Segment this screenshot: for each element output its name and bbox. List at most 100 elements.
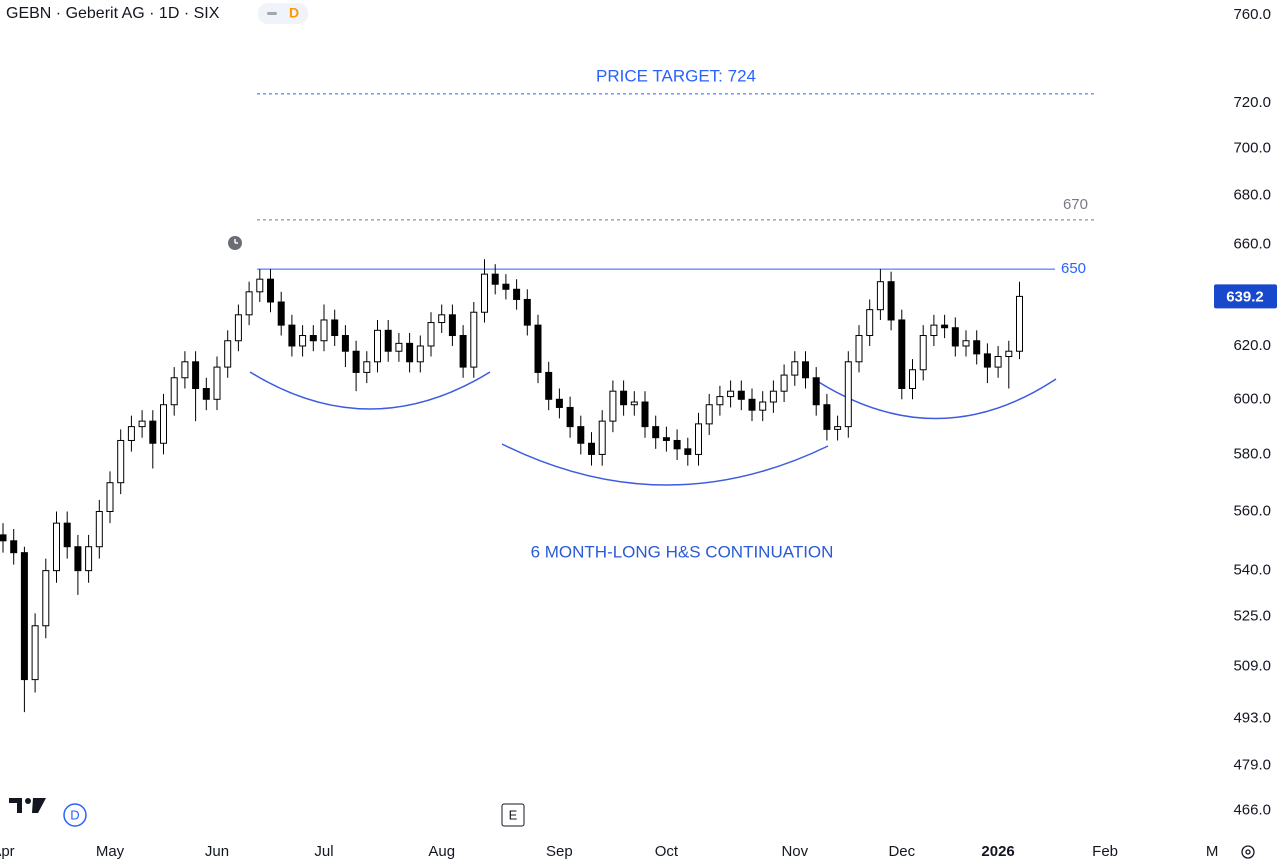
candle-body	[245, 291, 253, 316]
candle-body	[459, 335, 467, 368]
y-tick-label: 479.0	[1233, 757, 1271, 774]
candle-body	[769, 390, 777, 403]
tv-logo	[9, 798, 46, 813]
level-label: 670	[1063, 196, 1088, 213]
x-tick-label: M	[1206, 843, 1219, 860]
candle-body	[363, 361, 371, 373]
candle-body	[502, 283, 510, 290]
y-tick-label: 466.0	[1233, 801, 1271, 818]
event-marker-box	[501, 803, 525, 827]
x-tick-label: Dec	[888, 843, 915, 860]
candle-body	[951, 327, 959, 347]
candle-body	[919, 335, 927, 371]
candle-body	[684, 448, 692, 455]
candle-body	[299, 335, 307, 347]
settings-icon[interactable]	[1241, 845, 1255, 859]
candle-body	[545, 371, 553, 400]
candle-body	[513, 288, 521, 300]
head-arc	[501, 443, 829, 486]
candle-body	[374, 329, 381, 363]
candle-body	[802, 361, 809, 379]
candle-body	[406, 342, 414, 363]
x-tick-label: Sep	[546, 843, 573, 860]
candle-body	[577, 426, 585, 444]
candle-body	[598, 420, 606, 455]
candle-body	[652, 426, 660, 439]
x-tick-label: Nov	[781, 843, 808, 860]
y-tick-label: 760.0	[1233, 6, 1271, 23]
candle-body	[63, 522, 71, 548]
candle-body	[117, 439, 125, 484]
x-tick-label: Jul	[314, 843, 333, 860]
candle-body	[85, 546, 93, 572]
candle-body	[523, 298, 531, 326]
candle-body	[909, 369, 916, 389]
candle-body	[1016, 295, 1023, 352]
y-tick-label: 700.0	[1233, 140, 1271, 157]
candle-body	[898, 319, 906, 389]
candle-body	[780, 374, 788, 392]
interval-badge: D	[289, 5, 299, 21]
level-label: PRICE TARGET: 724	[596, 66, 756, 85]
x-tick-label: Apr	[0, 843, 15, 860]
candle-body	[588, 442, 595, 455]
y-tick-label: 720.0	[1233, 94, 1271, 111]
candle-body	[256, 278, 264, 293]
y-tick-label: 525.0	[1233, 607, 1271, 624]
candle-body	[727, 390, 735, 398]
candle-body	[994, 356, 1002, 368]
candle-body	[481, 273, 488, 313]
candle-body	[42, 570, 50, 627]
candle-body	[288, 324, 296, 347]
candle-body	[630, 401, 638, 406]
candle-body	[384, 329, 392, 352]
candle-body	[791, 361, 799, 376]
candle-body	[737, 390, 745, 400]
alarm-icon	[228, 236, 242, 250]
y-tick-label: 680.0	[1233, 187, 1271, 204]
candle-body	[10, 540, 18, 554]
candle-body	[834, 426, 842, 430]
left-badge-circle	[63, 803, 87, 827]
candle-body	[331, 319, 339, 337]
candle-body	[320, 319, 328, 342]
candle-body	[202, 387, 210, 400]
x-tick-label: Oct	[655, 843, 679, 860]
candle-body	[192, 361, 200, 389]
chart-title: GEBN · Geberit AG · 1D · SIX	[6, 5, 220, 22]
candle-body	[267, 278, 274, 303]
y-tick-label: 660.0	[1233, 235, 1271, 252]
x-tick-label: Aug	[428, 843, 455, 860]
event-marker: E	[509, 807, 518, 822]
candle-body	[160, 404, 167, 444]
last-price-box	[1214, 284, 1277, 309]
candle-body	[138, 420, 146, 428]
candle-body	[887, 281, 895, 321]
x-tick-label: May	[96, 843, 125, 860]
candle-body	[416, 345, 424, 363]
candle-body	[106, 482, 114, 512]
candle-body	[555, 398, 563, 408]
candle-body	[0, 534, 7, 542]
candle-body	[309, 335, 317, 342]
candle-body	[224, 340, 232, 368]
candle-body	[876, 281, 884, 311]
candle-body	[566, 406, 574, 428]
x-tick-label: Jun	[205, 843, 229, 860]
candle-body	[470, 311, 478, 368]
y-tick-label: 560.0	[1233, 502, 1271, 519]
candle-body	[641, 401, 649, 428]
candle-body	[74, 546, 82, 572]
candle-body	[277, 301, 285, 326]
candle-body	[491, 273, 499, 285]
candle-body	[181, 361, 189, 379]
candle-body	[170, 377, 178, 406]
y-tick-label: 493.0	[1233, 710, 1271, 727]
candle-body	[95, 510, 103, 548]
candle-body	[930, 324, 938, 337]
candle-body	[534, 324, 542, 373]
y-tick-label: 620.0	[1233, 337, 1271, 354]
y-tick-label: 600.0	[1233, 390, 1271, 407]
